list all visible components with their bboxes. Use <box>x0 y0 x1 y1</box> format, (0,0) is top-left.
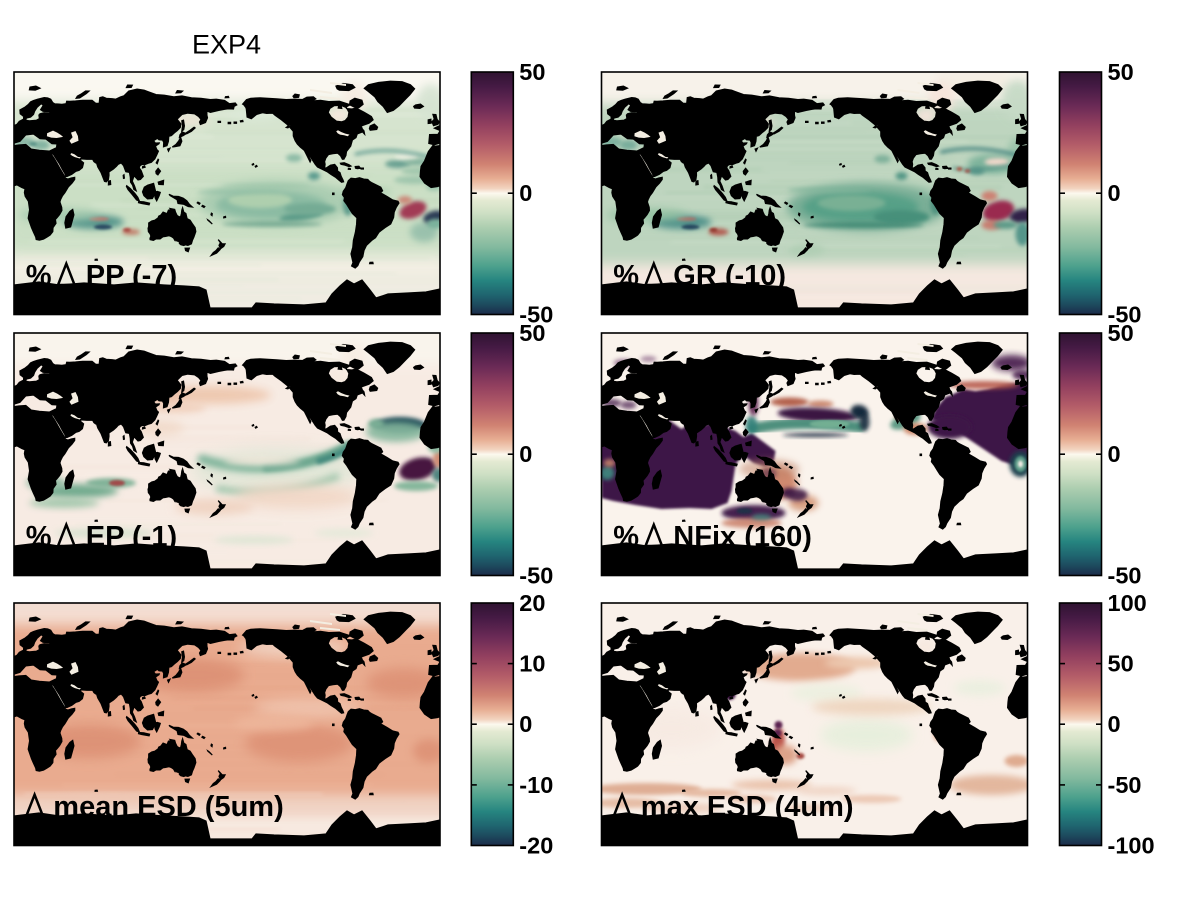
svg-text:-10: -10 <box>519 772 553 798</box>
svg-text:0: 0 <box>519 711 532 737</box>
svg-text:EP (-1): EP (-1) <box>86 521 177 553</box>
svg-text:20: 20 <box>519 590 545 616</box>
svg-text:0: 0 <box>519 441 532 467</box>
svg-text:100: 100 <box>1108 590 1147 616</box>
svg-text:NFix (160): NFix (160) <box>673 521 812 553</box>
svg-text:-50: -50 <box>1108 772 1142 798</box>
svg-text:%: % <box>26 521 52 553</box>
svg-text:%: % <box>613 521 639 553</box>
svg-text:-50: -50 <box>1108 563 1142 589</box>
svg-text:EXP4: EXP4 <box>192 30 261 60</box>
svg-text:%: % <box>613 260 639 292</box>
svg-text:50: 50 <box>519 320 545 346</box>
svg-text:PP (-7): PP (-7) <box>86 260 177 292</box>
svg-text:GR (-10): GR (-10) <box>673 260 786 292</box>
svg-text:50: 50 <box>1108 320 1134 346</box>
svg-text:-20: -20 <box>519 833 553 859</box>
svg-text:-100: -100 <box>1108 833 1155 859</box>
svg-text:50: 50 <box>519 59 545 85</box>
svg-text:max ESD (4um): max ESD (4um) <box>641 791 854 823</box>
svg-text:0: 0 <box>1108 711 1121 737</box>
svg-text:50: 50 <box>1108 59 1134 85</box>
svg-text:-50: -50 <box>1108 302 1142 328</box>
svg-text:50: 50 <box>1108 651 1134 677</box>
svg-text:10: 10 <box>519 651 545 677</box>
svg-text:mean ESD (5um): mean ESD (5um) <box>53 791 283 823</box>
svg-text:-50: -50 <box>519 563 553 589</box>
svg-text:0: 0 <box>1108 441 1121 467</box>
svg-text:-50: -50 <box>519 302 553 328</box>
svg-text:0: 0 <box>519 180 532 206</box>
svg-text:0: 0 <box>1108 180 1121 206</box>
svg-text:%: % <box>26 260 52 292</box>
